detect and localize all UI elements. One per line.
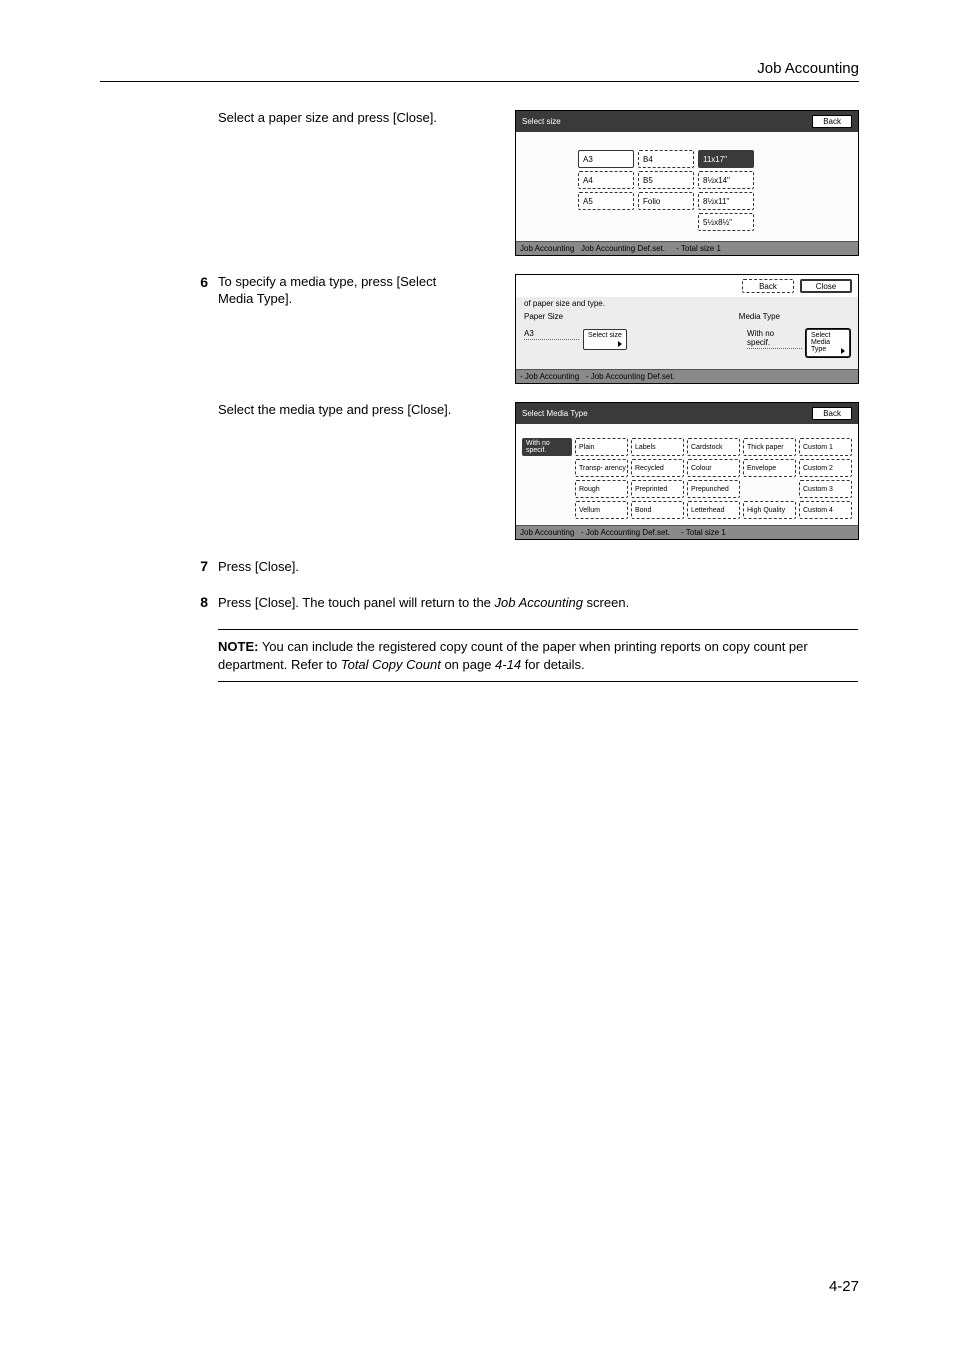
media-envelope[interactable]: Envelope (743, 459, 796, 477)
size-b5[interactable]: B5 (638, 171, 694, 189)
label-papersize: Paper Size (524, 312, 563, 321)
size-b4[interactable]: B4 (638, 150, 694, 168)
size-a4[interactable]: A4 (578, 171, 634, 189)
media-plain[interactable]: Plain (575, 438, 628, 456)
media-prepunched[interactable]: Prepunched (687, 480, 740, 498)
back-button[interactable]: Back (812, 407, 852, 420)
panel-title: Select size (522, 117, 561, 126)
breadcrumb-c: - Total size 1 (681, 528, 726, 537)
blank (522, 480, 572, 498)
media-cardstock[interactable]: Cardstock (687, 438, 740, 456)
step8-text: Press [Close]. The touch panel will retu… (218, 594, 629, 612)
select-mediatype-panel: Select Media Type Back With no specif. P… (515, 402, 859, 540)
blank (522, 501, 572, 519)
back-button[interactable]: Back (812, 115, 852, 128)
panel-titlebar: Select Media Type Back (516, 403, 858, 424)
header-rule (100, 81, 859, 82)
media-letterhead[interactable]: Letterhead (687, 501, 740, 519)
media-custom4[interactable]: Custom 4 (799, 501, 852, 519)
media-colour[interactable]: Colour (687, 459, 740, 477)
panel-footer: Job Accounting Job Accounting Def.set. -… (516, 241, 858, 255)
breadcrumb-b: - Job Accounting Def.set. (581, 528, 670, 537)
paper-media-panel: Back Close of paper size and type. Paper… (515, 274, 859, 384)
media-nospecif[interactable]: With no specif. (522, 438, 572, 456)
media-custom2[interactable]: Custom 2 (799, 459, 852, 477)
size-8halfx11[interactable]: 8½x11" (698, 192, 754, 210)
media-labels[interactable]: Labels (631, 438, 684, 456)
media-preprinted[interactable]: Preprinted (631, 480, 684, 498)
value-papersize: A3 (524, 329, 579, 340)
page-number: 4-27 (829, 1278, 859, 1295)
size-a5[interactable]: A5 (578, 192, 634, 210)
blank (522, 459, 572, 477)
select-size-panel: Select size Back A3 A4 A5 B4 B5 Folio (515, 110, 859, 256)
back-button[interactable]: Back (742, 279, 794, 293)
size-5halfx8half[interactable]: 5½x8½" (698, 213, 754, 231)
breadcrumb-a: Job Accounting (520, 528, 574, 537)
panel2-topbar: Back Close (516, 275, 858, 297)
note-block: NOTE: You can include the registered cop… (218, 629, 858, 682)
media-thickpaper[interactable]: Thick paper (743, 438, 796, 456)
media-transparency[interactable]: Transp- arency (575, 459, 628, 477)
step7-num: 7 (190, 558, 218, 574)
breadcrumb-b: Job Accounting Def.set. (581, 244, 665, 253)
step6-text: To specify a media type, press [Select M… (218, 274, 483, 308)
media-bond[interactable]: Bond (631, 501, 684, 519)
breadcrumb-a: Job Accounting (520, 244, 574, 253)
size-folio[interactable]: Folio (638, 192, 694, 210)
panel-footer: - Job Accounting - Job Accounting Def.se… (516, 369, 858, 383)
media-vellum[interactable]: Vellum (575, 501, 628, 519)
size-grid: A3 A4 A5 B4 B5 Folio 11x17" 8½x14" 8½x11… (578, 150, 852, 231)
step7-text: Press [Close]. (218, 558, 299, 576)
value-mediatype: With nospecif. (747, 329, 802, 349)
breadcrumb-c: - Total size 1 (676, 244, 721, 253)
step5-text: Select a paper size and press [Close]. (218, 110, 493, 127)
select-mediatype-button[interactable]: Select Media Type (806, 329, 850, 357)
select-size-button[interactable]: Select size (583, 329, 627, 350)
panel-titlebar: Select size Back (516, 111, 858, 132)
page-header-title: Job Accounting (100, 60, 859, 77)
label-mediatype: Media Type (739, 312, 780, 321)
close-button[interactable]: Close (800, 279, 852, 293)
step6-num: 6 (190, 274, 218, 290)
panel-footer: Job Accounting - Job Accounting Def.set.… (516, 525, 858, 539)
breadcrumb-a: - Job Accounting (520, 372, 579, 381)
size-11x17[interactable]: 11x17" (698, 150, 754, 168)
media-recycled[interactable]: Recycled (631, 459, 684, 477)
media-custom3[interactable]: Custom 3 (799, 480, 852, 498)
media-highquality[interactable]: High Quality (743, 501, 796, 519)
media-grid: With no specif. Plain Labels Cardstock T… (522, 438, 852, 519)
media-custom1[interactable]: Custom 1 (799, 438, 852, 456)
media-rough[interactable]: Rough (575, 480, 628, 498)
blank (743, 480, 796, 498)
panel-desc: of paper size and type. (524, 299, 850, 308)
note-label: NOTE: (218, 639, 258, 654)
breadcrumb-b: - Job Accounting Def.set. (586, 372, 675, 381)
step6b-text: Select the media type and press [Close]. (218, 402, 493, 419)
panel-title: Select Media Type (522, 409, 588, 418)
size-8halfx14[interactable]: 8½x14" (698, 171, 754, 189)
size-a3[interactable]: A3 (578, 150, 634, 168)
step8-num: 8 (190, 594, 218, 610)
